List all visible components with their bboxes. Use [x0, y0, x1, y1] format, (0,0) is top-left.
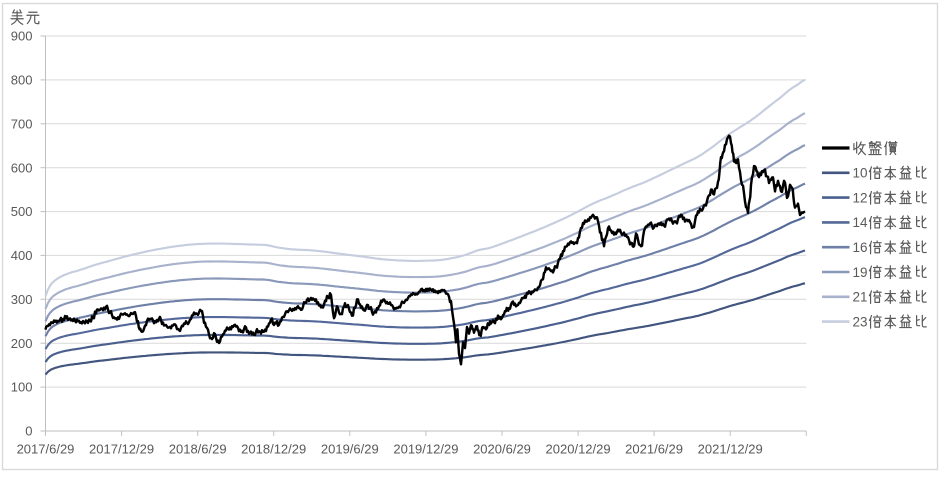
- svg-text:2021/12/29: 2021/12/29: [698, 442, 763, 457]
- svg-text:600: 600: [11, 160, 33, 175]
- svg-text:14: 14: [853, 215, 869, 230]
- svg-text:2021/6/29: 2021/6/29: [625, 442, 683, 457]
- svg-text:2017/6/29: 2017/6/29: [17, 442, 75, 457]
- svg-text:10: 10: [853, 166, 868, 181]
- svg-text:2019/6/29: 2019/6/29: [321, 442, 379, 457]
- svg-text:12: 12: [853, 190, 868, 205]
- svg-text:23: 23: [853, 314, 868, 329]
- svg-text:100: 100: [11, 380, 33, 395]
- svg-text:16: 16: [853, 240, 868, 255]
- svg-text:0: 0: [25, 424, 32, 439]
- svg-text:2018/6/29: 2018/6/29: [169, 442, 227, 457]
- svg-text:19: 19: [853, 265, 868, 280]
- svg-text:2018/12/29: 2018/12/29: [241, 442, 306, 457]
- svg-text:900: 900: [11, 29, 33, 44]
- svg-text:2017/12/29: 2017/12/29: [89, 442, 154, 457]
- svg-text:2020/12/29: 2020/12/29: [546, 442, 611, 457]
- svg-text:2019/12/29: 2019/12/29: [393, 442, 458, 457]
- svg-text:400: 400: [11, 248, 33, 263]
- svg-text:300: 300: [11, 292, 33, 307]
- svg-text:500: 500: [11, 204, 33, 219]
- svg-text:21: 21: [853, 290, 868, 305]
- svg-text:2020/6/29: 2020/6/29: [473, 442, 531, 457]
- svg-text:700: 700: [11, 116, 33, 131]
- svg-text:200: 200: [11, 336, 33, 351]
- svg-text:800: 800: [11, 73, 33, 88]
